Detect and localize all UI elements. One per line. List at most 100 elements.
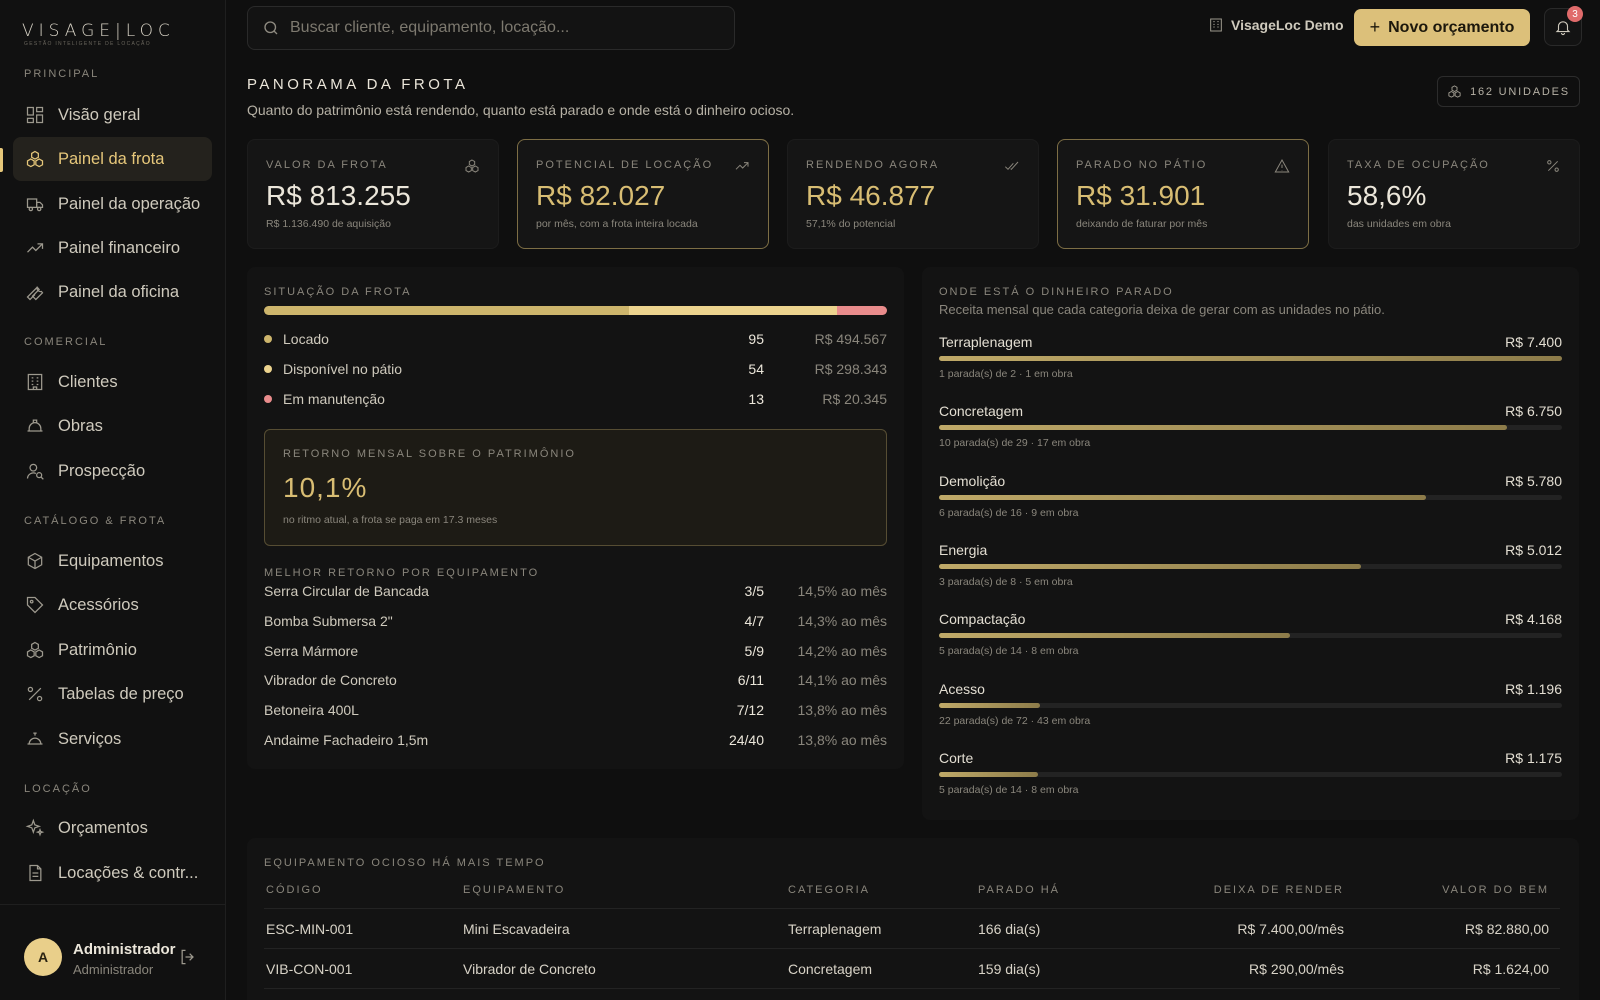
search-bar[interactable] [247, 6, 735, 50]
kpi-taxa-ocupacao: TAXA DE OCUPAÇÃO 58,6% das unidades em o… [1328, 139, 1580, 249]
sidebar: VISAGE|LOC GESTÃO INTELIGENTE DE LOCAÇÃO… [0, 0, 226, 1000]
category-name: Concretagem [939, 403, 1024, 420]
sidebar-item-patrimonio[interactable]: Patrimônio [13, 628, 212, 672]
search-input[interactable] [290, 19, 710, 37]
sidebar-item-label: Tabelas de preço [58, 684, 184, 703]
category-track [939, 425, 1562, 431]
user-search-icon [25, 461, 45, 481]
units-count: 162 UNIDADES [1470, 85, 1570, 98]
kpi-value: R$ 813.255 [266, 180, 411, 211]
category-sub: 22 parada(s) de 72 · 43 em obra [939, 714, 1091, 727]
category-row[interactable]: Concretagem R$ 6.750 10 parada(s) de 29 · … [939, 403, 1562, 463]
cell-valor-bem: R$ 82.880,00 [1464, 921, 1549, 937]
sidebar-item-label: Patrimônio [58, 640, 137, 659]
cell-valor-bem: R$ 1.624,00 [1472, 961, 1549, 977]
building-icon [1210, 18, 1222, 32]
category-sub: 3 parada(s) de 8 · 5 em obra [939, 575, 1073, 588]
col-header-deixa-render[interactable]: DEIXA DE RENDER [1213, 884, 1344, 896]
bell-icon [1555, 21, 1571, 35]
sidebar-item-label: Painel da frota [58, 149, 165, 168]
best-ratio: 5/9 [744, 643, 764, 659]
brand-name: VISAGE|LOC [22, 21, 175, 41]
kpi-potencial-locacao: POTENCIAL DE LOCAÇÃO R$ 82.027 por mês, … [517, 139, 769, 249]
page-subtitle: Quanto do patrimônio está rendendo, quan… [247, 102, 795, 118]
category-row[interactable]: Energia R$ 5.012 3 parada(s) de 8 · 5 em o… [939, 542, 1562, 602]
category-row[interactable]: Acesso R$ 1.196 22 parada(s) de 72 · 43 em… [939, 681, 1562, 741]
org-name: VisageLoc Demo [1231, 17, 1344, 33]
sidebar-item-visao-geral[interactable]: Visão geral [13, 93, 212, 137]
category-row[interactable]: Demolição R$ 5.780 6 parada(s) de 16 · 9 e… [939, 473, 1562, 533]
sidebar-item-obras[interactable]: Obras [13, 404, 212, 448]
best-name: Betoneira 400L [264, 702, 359, 718]
category-track [939, 494, 1562, 500]
user-panel: A Administrador Administrador [0, 904, 226, 1000]
col-header-equipamento[interactable]: EQUIPAMENTO [463, 884, 566, 896]
boxes-icon [25, 149, 45, 169]
row-divider [264, 908, 1560, 909]
org-switcher[interactable]: VisageLoc Demo [1208, 17, 1344, 33]
kpi-sub: das unidades em obra [1347, 218, 1451, 230]
new-quote-button[interactable]: + Novo orçamento [1354, 9, 1530, 46]
logout-icon[interactable] [178, 947, 198, 967]
sparkles-icon [25, 818, 45, 838]
wrench-icon [25, 282, 45, 302]
check-check-icon [1004, 158, 1020, 174]
best-ratio: 24/40 [728, 732, 764, 748]
sidebar-item-prospeccao[interactable]: Prospecção [13, 449, 212, 493]
best-row[interactable]: Betoneira 400L 7/12 13,8% ao mês [264, 700, 887, 720]
cell-categoria: Concretagem [788, 961, 873, 977]
category-bar [939, 356, 1562, 361]
best-row[interactable]: Serra Mármore 5/9 14,2% ao mês [264, 641, 887, 661]
best-row[interactable]: Vibrador de Concreto 6/11 14,1% ao mês [264, 670, 887, 690]
sidebar-item-acessorios[interactable]: Acessórios [13, 583, 212, 627]
category-name: Energia [939, 541, 988, 558]
units-badge: 162 UNIDADES [1437, 76, 1580, 107]
best-row[interactable]: Serra Circular de Bancada 3/5 14,5% ao m… [264, 581, 887, 601]
brand-logo[interactable]: VISAGE|LOC GESTÃO INTELIGENTE DE LOCAÇÃO [22, 21, 200, 47]
category-sub: 6 parada(s) de 16 · 9 em obra [939, 506, 1079, 519]
category-value: R$ 1.196 [1505, 680, 1562, 697]
sidebar-item-painel-financeiro[interactable]: Painel financeiro [13, 226, 212, 270]
kpi-rendendo-agora: RENDENDO AGORA R$ 46.877 57,1% do potenc… [787, 139, 1039, 249]
sidebar-item-painel-frota[interactable]: Painel da frota [13, 137, 212, 181]
sidebar-item-painel-operacao[interactable]: Painel da operação [13, 182, 212, 226]
status-dot [264, 395, 272, 403]
sidebar-item-label: Equipamentos [58, 551, 164, 570]
status-dot [264, 365, 272, 373]
cell-parado-ha: 159 dia(s) [978, 961, 1041, 977]
category-row[interactable]: Compactação R$ 4.168 5 parada(s) de 14 · 8… [939, 611, 1562, 671]
category-value: R$ 5.012 [1505, 541, 1562, 558]
cell-codigo: ESC-MIN-001 [266, 921, 354, 937]
page-title: PANORAMA DA FROTA [247, 76, 469, 93]
best-row[interactable]: Bomba Submersa 2" 4/7 14,3% ao mês [264, 611, 887, 631]
best-name: Vibrador de Concreto [264, 672, 397, 688]
col-header-categoria[interactable]: CATEGORIA [788, 884, 870, 896]
col-header-codigo[interactable]: CÓDIGO [266, 884, 323, 896]
percent-icon [1545, 158, 1561, 174]
notifications-button[interactable]: 3 [1544, 6, 1583, 46]
status-dot [264, 335, 272, 343]
sidebar-item-orcamentos[interactable]: Orçamentos [13, 806, 212, 850]
sidebar-item-servicos[interactable]: Serviços [13, 717, 212, 761]
sidebar-item-label: Locações & contr... [58, 863, 199, 882]
best-row[interactable]: Andaime Fachadeiro 1,5m 24/40 13,8% ao m… [264, 730, 887, 750]
tag-icon [25, 595, 45, 615]
sidebar-item-equipamentos[interactable]: Equipamentos [13, 539, 212, 583]
trending-up-icon [25, 238, 45, 258]
col-header-valor-bem[interactable]: VALOR DO BEM [1442, 884, 1549, 896]
sidebar-item-painel-oficina[interactable]: Painel da oficina [13, 270, 212, 314]
category-value: R$ 7.400 [1505, 334, 1562, 350]
category-name: Acesso [939, 680, 985, 697]
sidebar-item-clientes[interactable]: Clientes [13, 360, 212, 404]
nav-section-locacao: LOCAÇÃO [24, 783, 92, 795]
sidebar-item-tabelas-preco[interactable]: Tabelas de preço [13, 672, 212, 716]
sidebar-item-locacoes[interactable]: Locações & contr... [13, 851, 212, 895]
category-row[interactable]: Terraplenagem R$ 7.400 1 parada(s) de 2 · … [939, 334, 1562, 394]
avatar[interactable]: A [24, 938, 62, 976]
building-icon [25, 372, 45, 392]
row-divider [264, 948, 1560, 949]
best-name: Serra Mármore [264, 643, 359, 659]
category-row[interactable]: Corte R$ 1.175 5 parada(s) de 14 · 8 em ob… [939, 750, 1562, 810]
col-header-parado-ha[interactable]: PARADO HÁ [978, 884, 1060, 896]
new-quote-label: Novo orçamento [1388, 18, 1515, 36]
